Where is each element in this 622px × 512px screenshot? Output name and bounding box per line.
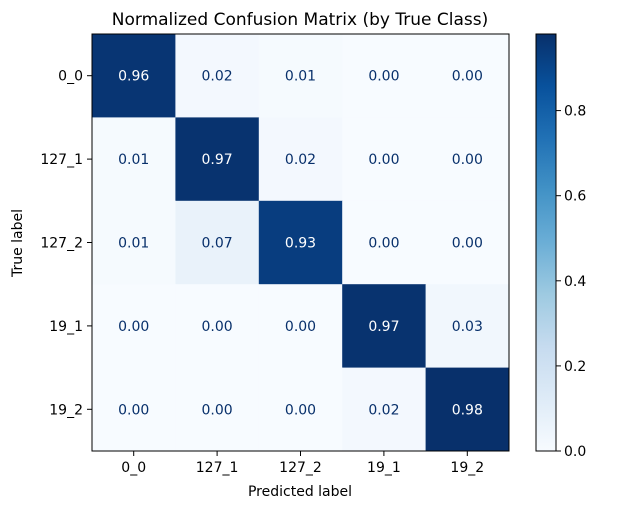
heatmap-cell: [258, 117, 343, 202]
heatmap-cell: [425, 117, 510, 202]
x-tick-label: 127_1: [196, 460, 239, 476]
cell-value-label: 0.02: [285, 152, 316, 168]
heatmap-cell: [92, 284, 176, 369]
heatmap-cell: [92, 34, 176, 118]
heatmap-cell: [258, 34, 343, 118]
colorbar-tick-label: 0.4: [564, 274, 586, 290]
colorbar-gradient: [535, 33, 557, 452]
heatmap-cell: [342, 34, 427, 118]
cell-value-label: 0.00: [202, 319, 233, 335]
cell-value-label: 0.00: [368, 152, 399, 168]
heatmap-cell: [258, 200, 343, 285]
heatmap-cell-labels: 0.96 0.02 0.01 0.00 0.00 0.01 0.97 0.02 0.00 0.00…: [118, 69, 483, 419]
cell-value-label: 0.98: [452, 402, 483, 418]
cell-value-label: 0.02: [368, 402, 399, 418]
cell-value-label: 0.07: [202, 236, 233, 252]
cell-value-label: 0.93: [285, 236, 316, 252]
heatmap-cell: [92, 117, 176, 202]
colorbar-tick-label: 0.2: [564, 359, 586, 375]
heatmap-cell: [175, 200, 260, 285]
y-tick-label: 127_1: [40, 152, 83, 168]
heatmap-cell: [175, 34, 260, 118]
cell-value-label: 0.00: [452, 236, 483, 252]
cell-value-label: 0.00: [452, 69, 483, 85]
cell-value-label: 0.97: [202, 152, 233, 168]
heatmap-cell: [425, 367, 510, 452]
x-tick-label: 19_1: [367, 460, 401, 476]
heatmap-cell: [175, 284, 260, 369]
heatmap-cell: [258, 284, 343, 369]
heatmap-cell: [175, 367, 260, 452]
cell-value-label: 0.01: [118, 152, 149, 168]
colorbar-tick-label: 0.8: [564, 104, 586, 120]
cell-value-label: 0.00: [202, 402, 233, 418]
heatmap-cell: [258, 367, 343, 452]
colorbar-tick-label: 0.6: [564, 189, 586, 205]
colorbar-tick-label: 0.0: [564, 444, 586, 460]
cell-value-label: 0.00: [118, 319, 149, 335]
heatmap-cell: [175, 117, 260, 202]
cell-value-label: 0.03: [452, 319, 483, 335]
x-axis-label: Predicted label: [248, 484, 352, 500]
heatmap-cell: [425, 200, 510, 285]
chart-title: Normalized Confusion Matrix (by True Cla…: [112, 10, 488, 30]
heatmap-cell: [342, 284, 427, 369]
y-tick-label: 127_2: [40, 236, 83, 252]
heatmap-cell: [92, 200, 176, 285]
x-tick-label: 19_2: [450, 460, 484, 476]
cell-value-label: 0.01: [118, 236, 149, 252]
heatmap-cells: [92, 34, 510, 452]
y-tick-label: 19_2: [49, 402, 83, 418]
cell-value-label: 0.00: [452, 152, 483, 168]
y-axis-label: True label: [10, 209, 26, 278]
y-axis-ticks: 0_0 127_1 127_2 19_1 19_2: [40, 69, 92, 418]
x-tick-label: 0_0: [121, 460, 146, 476]
cell-value-label: 0.00: [285, 319, 316, 335]
y-tick-label: 0_0: [58, 69, 83, 85]
y-tick-label: 19_1: [49, 319, 83, 335]
heatmap-cell: [425, 34, 510, 118]
cell-value-label: 0.97: [368, 319, 399, 335]
cell-value-label: 0.02: [202, 69, 233, 85]
cell-value-label: 0.96: [118, 69, 149, 85]
cell-value-label: 0.00: [368, 236, 399, 252]
cell-value-label: 0.00: [368, 69, 399, 85]
cell-value-label: 0.00: [285, 402, 316, 418]
heatmap-cell: [92, 367, 176, 452]
heatmap-cell: [342, 117, 427, 202]
cell-value-label: 0.00: [118, 402, 149, 418]
x-tick-label: 127_2: [279, 460, 322, 476]
heatmap-cell: [342, 367, 427, 452]
heatmap-cell: [425, 284, 510, 369]
heatmap-cell: [342, 200, 427, 285]
x-axis-ticks: 0_0 127_1 127_2 19_1 19_2: [121, 451, 484, 476]
colorbar: 0.0 0.2 0.4 0.6 0.8: [535, 33, 586, 460]
cell-value-label: 0.01: [285, 69, 316, 85]
